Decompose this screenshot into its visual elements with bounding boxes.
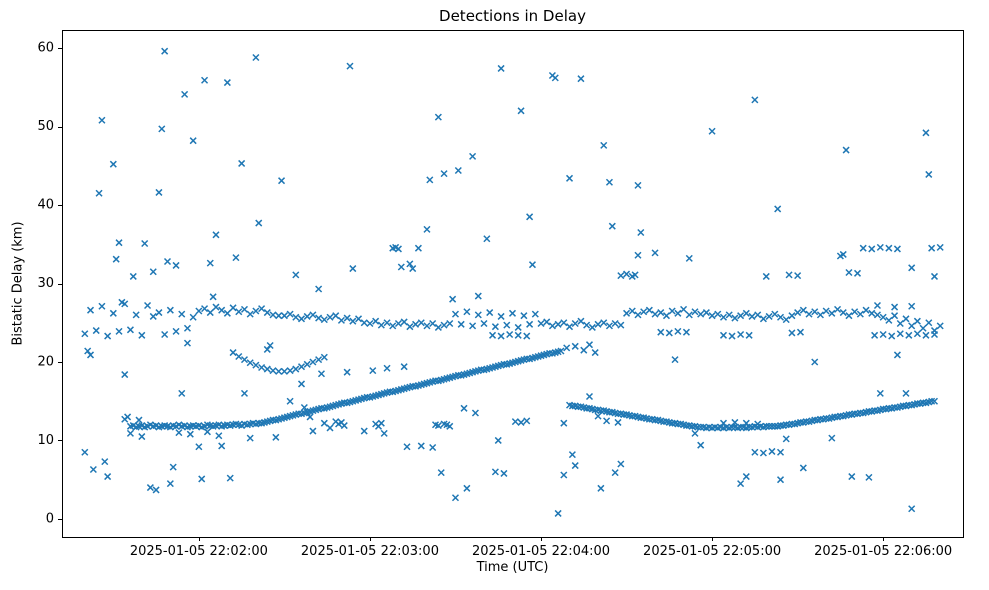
y-axis-label: Bistatic Delay (km) xyxy=(10,221,26,346)
chart-title: Detections in Delay xyxy=(439,7,586,25)
x-axis-label: Time (UTC) xyxy=(476,560,549,575)
